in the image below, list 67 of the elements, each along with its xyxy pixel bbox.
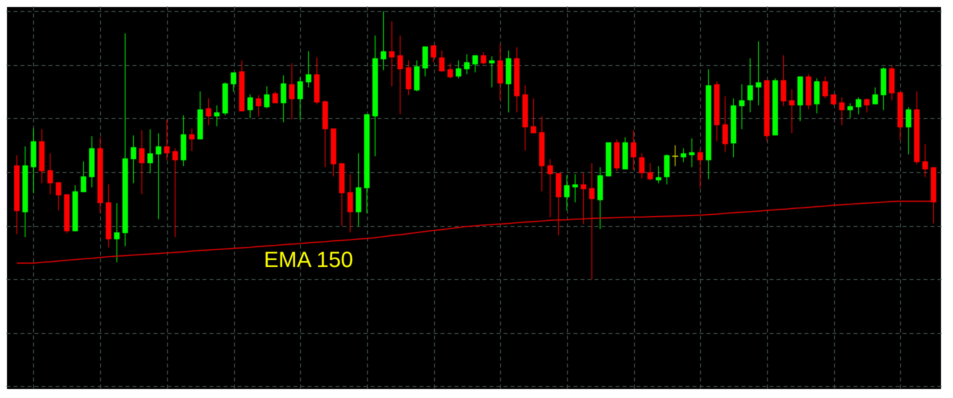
candlestick [306, 50, 312, 88]
candlestick [147, 128, 153, 174]
candlestick [297, 76, 303, 120]
candlestick [922, 144, 928, 178]
candlestick [697, 148, 703, 189]
candlestick [56, 182, 62, 211]
candlestick [380, 10, 386, 71]
candlestick [856, 96, 862, 115]
candlestick [489, 56, 495, 88]
candlestick [530, 98, 536, 134]
candlestick [230, 72, 236, 92]
candlestick [656, 166, 662, 184]
candlestick [164, 118, 170, 161]
candlestick [447, 62, 453, 79]
candlestick [722, 96, 728, 153]
candlestick [572, 174, 578, 203]
candlestick [464, 54, 470, 75]
candlestick [130, 134, 136, 184]
candlestick [497, 44, 503, 101]
candlestick [839, 96, 845, 126]
candlestick [347, 174, 353, 233]
candlestick [689, 138, 695, 168]
candlestick [864, 98, 870, 113]
series-label: EMA 150 [264, 246, 354, 272]
candlestick [264, 86, 270, 109]
candlestick [406, 60, 412, 96]
candlestick [564, 174, 570, 211]
candlestick [664, 154, 670, 185]
candlestick [422, 46, 428, 77]
candlestick [789, 88, 795, 134]
candlestick [780, 54, 786, 107]
candlestick [114, 202, 120, 263]
candlestick [747, 58, 753, 113]
candlestick [739, 84, 745, 130]
candlestick [80, 160, 86, 193]
candlestick [630, 130, 636, 171]
candlestick [906, 106, 912, 155]
candlestick [214, 104, 220, 127]
candlestick [872, 86, 878, 105]
candlestick [139, 130, 145, 195]
candlestick [456, 60, 462, 79]
candlestick [680, 148, 686, 163]
candlestick [397, 34, 403, 115]
candlestick [247, 94, 253, 119]
candlestick [814, 78, 820, 114]
candlestick [647, 162, 653, 181]
candlestick [639, 152, 645, 179]
candlestick [472, 54, 478, 73]
candlestick [589, 162, 595, 280]
candlestick [547, 158, 553, 218]
candlestick [156, 132, 162, 220]
candlestick [430, 44, 436, 63]
candlestick [580, 172, 586, 225]
candlestick [189, 128, 195, 152]
candlestick [206, 98, 212, 126]
candlestick [439, 50, 445, 72]
candlestick [672, 144, 678, 167]
candlestick [822, 76, 828, 99]
candlestick [480, 52, 486, 65]
candlestick [256, 94, 262, 117]
candlestick [47, 152, 53, 195]
candlestick [280, 74, 286, 123]
candlestick [289, 62, 295, 120]
candlestick [847, 102, 853, 119]
candlestick [756, 40, 762, 106]
candlestick [172, 148, 178, 238]
candlestick [389, 20, 395, 87]
